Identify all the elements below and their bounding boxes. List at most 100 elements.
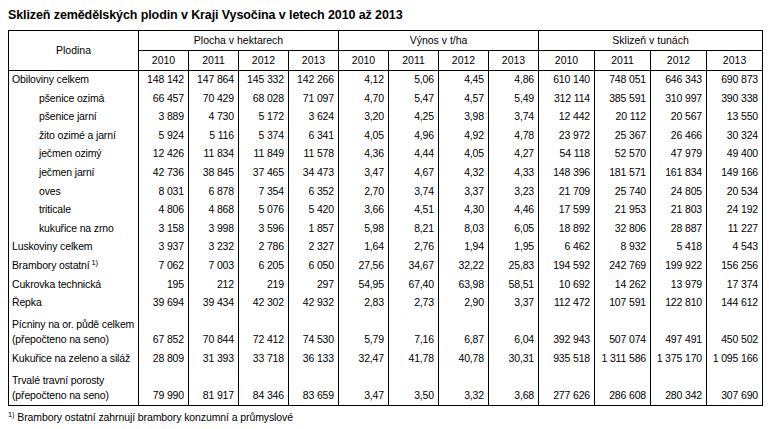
value-cell: 8 932 (595, 238, 651, 257)
value-cell: 4 730 (189, 108, 239, 127)
value-cell: 4,05 (439, 145, 489, 164)
table-row: Pícniny na or. půdě celkem(přepočteno na… (9, 312, 763, 349)
value-cell: 21 953 (595, 201, 651, 220)
value-cell: 58,51 (489, 275, 539, 294)
crop-name-cell: oves (9, 182, 139, 201)
value-cell: 3 232 (189, 238, 239, 257)
value-cell: 195 (139, 275, 189, 294)
value-cell: 68 028 (239, 89, 289, 108)
table-row: Brambory ostatní 1)7 0627 0036 2056 0502… (9, 256, 763, 275)
value-cell: 5,98 (339, 219, 389, 238)
value-cell: 49 400 (707, 145, 763, 164)
table-row: kukuřice na zrno3 1583 9983 5961 8575,98… (9, 219, 763, 238)
value-cell: 31 393 (189, 349, 239, 368)
value-cell: 5 374 (239, 126, 289, 145)
value-cell: 36 133 (289, 349, 339, 368)
value-cell: 144 612 (707, 294, 763, 313)
value-cell: 3 624 (289, 108, 339, 127)
value-cell: 6 341 (289, 126, 339, 145)
value-cell: 32,22 (439, 256, 489, 275)
value-cell: 148 142 (139, 71, 189, 90)
crop-name-cell: ječmen ozimý (9, 145, 139, 164)
value-cell: 70 429 (189, 89, 239, 108)
value-cell: 4,33 (489, 163, 539, 182)
value-cell: 81 917 (189, 368, 239, 405)
value-cell: 24 192 (707, 201, 763, 220)
value-cell: 156 256 (707, 256, 763, 275)
value-cell: 5 172 (239, 108, 289, 127)
year-header: 2011 (189, 51, 239, 71)
crop-name-cell: pšenice jarní (9, 108, 139, 127)
value-cell: 4,78 (489, 126, 539, 145)
year-header: 2013 (707, 51, 763, 71)
value-cell: 79 990 (139, 368, 189, 405)
value-cell: 4,67 (389, 163, 439, 182)
value-cell: 24 805 (651, 182, 707, 201)
column-group-harvest: Sklizeň v tunách (539, 31, 763, 51)
value-cell: 54,95 (339, 275, 389, 294)
value-cell: 5,06 (389, 71, 439, 90)
value-cell: 194 592 (539, 256, 595, 275)
value-cell: 42 932 (289, 294, 339, 313)
table-row: žito ozimé a jarní5 9245 1165 3746 3414,… (9, 126, 763, 145)
table-header: Plodina Plocha v hektarech Výnos v t/ha … (9, 31, 763, 71)
value-cell: 149 166 (707, 163, 763, 182)
table-body: Obiloviny celkem148 142147 864145 332142… (9, 71, 763, 406)
value-cell: 42 302 (239, 294, 289, 313)
report-page: Sklizeň zemědělských plodin v Kraji Vyso… (0, 0, 769, 429)
value-cell: 181 571 (595, 163, 651, 182)
value-cell: 122 810 (651, 294, 707, 313)
year-header: 2013 (289, 51, 339, 71)
value-cell: 3,23 (489, 182, 539, 201)
year-header: 2010 (539, 51, 595, 71)
value-cell: 3,37 (489, 294, 539, 313)
value-cell: 507 074 (595, 312, 651, 349)
column-header-crop: Plodina (9, 31, 139, 71)
value-cell: 147 864 (189, 71, 239, 90)
column-group-yield: Výnos v t/ha (339, 31, 539, 51)
value-cell: 3 937 (139, 238, 189, 257)
value-cell: 7 062 (139, 256, 189, 275)
crop-name-cell: Pícniny na or. půdě celkem(přepočteno na… (9, 312, 139, 349)
value-cell: 33 718 (239, 349, 289, 368)
value-cell: 145 332 (239, 71, 289, 90)
value-cell: 3,74 (389, 182, 439, 201)
table-row: pšenice ozimá66 45770 42968 02871 0974,7… (9, 89, 763, 108)
year-header: 2010 (339, 51, 389, 71)
crop-name-cell: Cukrovka technická (9, 275, 139, 294)
value-cell: 4,25 (389, 108, 439, 127)
value-cell: 497 491 (651, 312, 707, 349)
value-cell: 6 462 (539, 238, 595, 257)
value-cell: 3 889 (139, 108, 189, 127)
value-cell: 7 003 (189, 256, 239, 275)
crop-name-cell: kukuřice na zrno (9, 219, 139, 238)
value-cell: 72 412 (239, 312, 289, 349)
value-cell: 34,67 (389, 256, 439, 275)
value-cell: 4,57 (439, 89, 489, 108)
crop-name-cell: Luskoviny celkem (9, 238, 139, 257)
table-row: Cukrovka technická19521221929754,9567,40… (9, 275, 763, 294)
value-cell: 5,47 (389, 89, 439, 108)
value-cell: 83 659 (289, 368, 339, 405)
value-cell: 3 158 (139, 219, 189, 238)
value-cell: 74 530 (289, 312, 339, 349)
value-cell: 2,70 (339, 182, 389, 201)
value-cell: 10 692 (539, 275, 595, 294)
value-cell: 385 591 (595, 89, 651, 108)
value-cell: 1,95 (489, 238, 539, 257)
value-cell: 5 924 (139, 126, 189, 145)
value-cell: 52 570 (595, 145, 651, 164)
value-cell: 39 694 (139, 294, 189, 313)
value-cell: 8,21 (389, 219, 439, 238)
crop-name-cell: Řepka (9, 294, 139, 313)
crop-name-cell: žito ozimé a jarní (9, 126, 139, 145)
table-row: Obiloviny celkem148 142147 864145 332142… (9, 71, 763, 90)
crop-name-cell: Kukuřice na zeleno a siláž (9, 349, 139, 368)
value-cell: 3,74 (489, 108, 539, 127)
value-cell: 1 857 (289, 219, 339, 238)
column-group-area: Plocha v hektarech (139, 31, 339, 51)
year-header: 2010 (139, 51, 189, 71)
value-cell: 21 803 (651, 201, 707, 220)
value-cell: 20 112 (595, 108, 651, 127)
value-cell: 30 324 (707, 126, 763, 145)
